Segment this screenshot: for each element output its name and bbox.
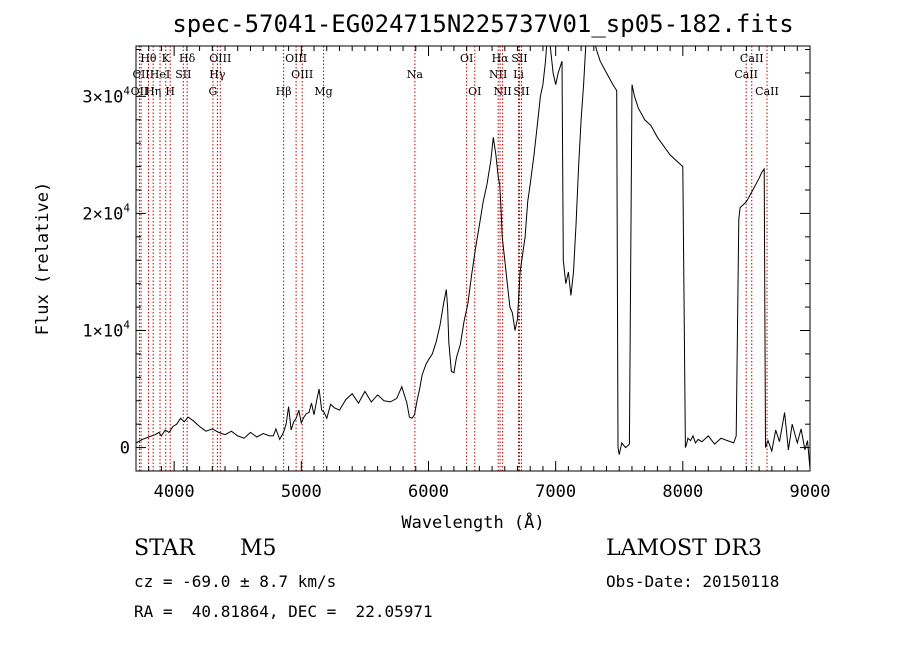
y-tick-mantissa: 1×10 xyxy=(82,322,123,342)
line-marker-label: Mg xyxy=(314,85,332,98)
line-marker-label: CaII xyxy=(755,85,779,98)
plot-area xyxy=(136,46,810,469)
x-axis-ticks: 4000 5000 6000 7000 8000 9000 xyxy=(135,46,831,502)
line-marker-label: H xyxy=(165,85,175,98)
line-marker-label: CII xyxy=(133,68,150,81)
y-tick-mantissa: 3×10 xyxy=(82,87,123,107)
line-marker-label: SII xyxy=(513,85,529,98)
y-tick-label: 0 xyxy=(120,439,130,459)
line-marker-label: Hβ xyxy=(276,85,292,98)
y-tick-exponent: 4 xyxy=(123,319,130,332)
y-tick-exponent: 4 xyxy=(123,201,130,214)
x-tick-label: 6000 xyxy=(408,482,449,502)
x-tick-label: 4000 xyxy=(154,482,195,502)
emission-line-markers xyxy=(138,46,768,471)
x-tick-label: 8000 xyxy=(662,482,703,502)
line-marker-label: CaII xyxy=(740,52,764,65)
line-marker-label: SII xyxy=(511,52,527,65)
coordinates: RA = 40.81864, DEC = 22.05971 xyxy=(134,602,433,621)
line-marker-label: NII xyxy=(489,68,507,81)
y-axis-label: Flux (relative) xyxy=(33,182,53,336)
line-marker-label: Hη xyxy=(145,85,161,98)
chart-title: spec-57041-EG024715N225737V01_sp05-182.f… xyxy=(172,10,793,38)
line-marker-label: G xyxy=(209,85,218,98)
y-tick-label: 1×104 xyxy=(82,319,130,342)
x-tick-label: 5000 xyxy=(281,482,322,502)
redshift-velocity: cz = -69.0 ± 8.7 km/s xyxy=(134,572,337,591)
line-marker-label: OIII xyxy=(291,68,313,81)
y-tick-mantissa: 2×10 xyxy=(82,204,123,224)
line-marker-label: Na xyxy=(407,68,424,81)
y-tick-exponent: 4 xyxy=(123,84,130,97)
plot-frame xyxy=(135,45,811,472)
x-tick-label: 9000 xyxy=(790,482,831,502)
survey-name: LAMOST DR3 xyxy=(606,536,762,561)
line-marker-label: OII xyxy=(131,85,149,98)
object-class: STAR xyxy=(134,536,195,561)
line-marker-label: Hθ xyxy=(140,52,157,65)
line-marker-label: SII xyxy=(175,68,191,81)
line-marker-label: Hδ xyxy=(179,52,196,65)
line-marker-label: OI xyxy=(460,52,473,65)
line-marker-label: Li xyxy=(513,68,524,81)
flux-series-line xyxy=(136,46,810,469)
x-tick-label: 7000 xyxy=(535,482,576,502)
object-subclass: M5 xyxy=(240,536,277,561)
y-tick-label: 2×104 xyxy=(82,201,130,224)
line-marker-label: NII xyxy=(493,85,511,98)
x-axis-label: Wavelength (Å) xyxy=(401,511,544,533)
line-marker-label: OIII xyxy=(285,52,307,65)
y-tick-mantissa: 0 xyxy=(120,439,130,459)
line-marker-label: OI xyxy=(468,85,481,98)
line-marker-label: OIII xyxy=(209,52,231,65)
y-tick-label: 3×104 xyxy=(82,84,130,107)
line-marker-label: CaII xyxy=(734,68,758,81)
line-marker-label: K xyxy=(162,52,171,65)
line-marker-label: HeI xyxy=(150,68,170,81)
line-marker-label: Hγ xyxy=(209,68,226,81)
observation-date: Obs-Date: 20150118 xyxy=(606,572,780,591)
line-marker-label: Hα xyxy=(492,52,510,65)
